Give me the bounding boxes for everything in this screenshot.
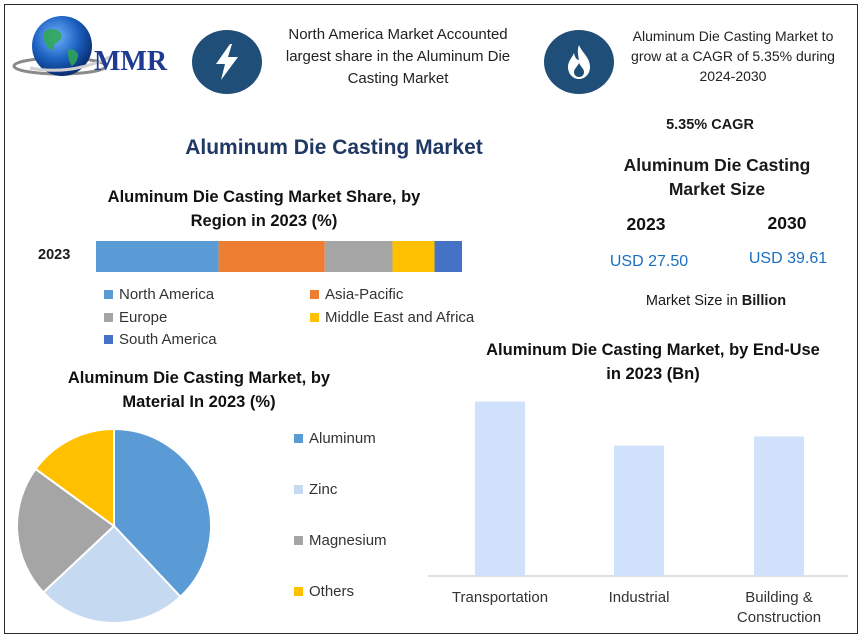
legend-swatch [294,485,303,494]
region-bar-segment-middle-east-and-africa [392,241,435,272]
highlight-cagr: Aluminum Die Casting Market to grow at a… [631,28,835,84]
legend-swatch [310,290,319,299]
region-bar-segment-asia-pacific [218,241,325,272]
legend-swatch [104,335,113,344]
material-pie-chart [16,427,212,624]
legend-label: Europe [119,309,168,326]
legend-label: Aluminum [309,430,376,447]
region-legend-north-america: North America [104,286,214,303]
end-use-bar-transportation [475,401,525,576]
region-chart-title: Aluminum Die Casting Market Share, by Re… [107,188,421,230]
highlight-north-america: North America Market Accounted largest s… [285,26,511,87]
region-bar-segment-south-america [434,241,462,272]
region-legend-asia-pacific: Asia-Pacific [310,286,403,303]
material-chart-title: Aluminum Die Casting Market, by Material… [67,369,331,411]
svg-text:MMR: MMR [94,46,168,77]
legend-swatch [294,536,303,545]
material-legend-others: Others [294,583,354,600]
mmr-logo: MMR [12,10,172,80]
region-bar-segment-europe [324,241,393,272]
end-use-bar-industrial [614,445,664,576]
end-use-chart-title: Aluminum Die Casting Market, by End-Use … [486,341,820,383]
market-size-unit-note: Market Size in Billion [596,293,836,309]
size-year-2023: 2023 [626,214,666,234]
end-use-tick-label: Building & [745,589,813,606]
region-legend-europe: Europe [104,309,167,326]
region-legend-middle-east-and-africa: Middle East and Africa [310,309,474,326]
region-stacked-bar [96,241,462,272]
material-legend-magnesium: Magnesium [294,532,387,549]
end-use-tick-label: Transportation [452,589,548,606]
legend-swatch [294,434,303,443]
legend-swatch [310,313,319,322]
pie-slice-magnesium [16,467,116,594]
main-title: Aluminum Die Casting Market [185,136,483,159]
size-value-2030: USD 39.61 [748,250,828,267]
legend-label: Asia-Pacific [325,286,404,303]
flame-icon [544,30,614,94]
region-legend-south-america: South America [104,331,217,348]
pie-slice-aluminum [113,427,212,599]
legend-label: Middle East and Africa [325,309,475,326]
legend-swatch [104,290,113,299]
legend-swatch [104,313,113,322]
end-use-tick-label: Industrial [609,589,670,606]
unit-note-bold: Billion [741,293,787,309]
region-bar-segment-north-america [96,241,219,272]
pie-slice-others [34,427,115,528]
market-size-title: Aluminum Die Casting Market Size [623,155,811,199]
lightning-bolt-icon [192,30,262,94]
legend-label: South America [119,331,217,348]
size-year-2030: 2030 [767,213,807,233]
end-use-bar-building-construction [754,436,804,576]
legend-swatch [294,587,303,596]
legend-label: North America [119,286,215,303]
end-use-tick-label: Construction [737,609,821,626]
material-legend-aluminum: Aluminum [294,430,376,447]
cagr-label: 5.35% CAGR [666,117,754,133]
end-use-bar-chart: Transportation Industrial Building & Constr… [428,401,848,626]
material-legend-zinc: Zinc [294,481,337,498]
size-value-2023: USD 27.50 [609,253,689,270]
legend-label: Magnesium [309,532,387,549]
infographic-frame [4,4,858,634]
pie-slice-zinc [41,524,182,624]
region-bar-year-label: 2023 [38,247,71,263]
legend-label: Zinc [309,481,338,498]
unit-note-prefix: Market Size in [645,293,742,309]
legend-label: Others [309,583,355,600]
